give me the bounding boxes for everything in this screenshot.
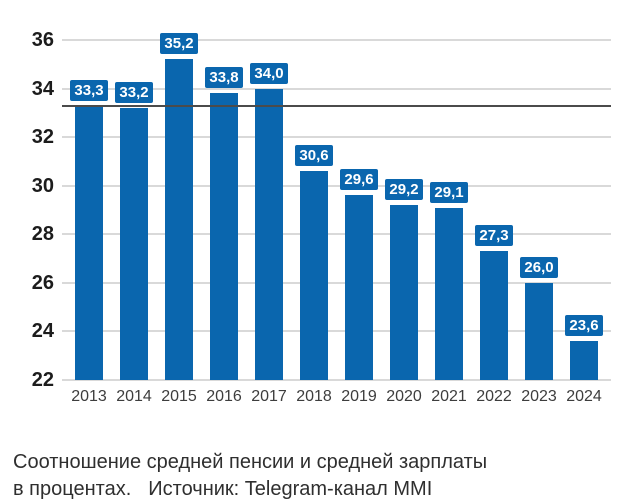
bar-2022: [480, 251, 508, 380]
gridline-24: [62, 330, 611, 333]
bar-value-label-2023: 26,0: [520, 256, 558, 278]
x-tick-label-2022: 2022: [476, 388, 512, 405]
bar-2018: [300, 171, 328, 380]
caption-line2: в процентах. Источник: Telegram-канал MMI: [13, 476, 487, 503]
bar-value-label-2021: 29,1: [430, 181, 468, 203]
bar-2013: [75, 105, 103, 380]
gridline-36: [62, 39, 611, 41]
bar-value-label-2024: 23,6: [565, 315, 603, 337]
y-tick-label-36: 36: [31, 29, 54, 51]
bar-2015: [165, 59, 193, 380]
bar-value-label-2014: 33,2: [115, 82, 153, 103]
bar-2016: [210, 93, 238, 380]
y-tick-label-26: 26: [31, 271, 54, 294]
reference-line: [62, 104, 611, 107]
x-tick-label-2018: 2018: [296, 388, 332, 405]
bar-value-label-2013: 33,3: [70, 79, 108, 101]
x-tick-label-2021: 2021: [431, 388, 467, 405]
caption: Соотношение средней пенсии и средней зар…: [13, 449, 487, 503]
plot-area: 36 34 32 30 28 26 24 22 33,3 2013 33,2 2014 35,2 2015…: [32, 29, 611, 405]
gridline-34: [62, 87, 611, 90]
bar-value-label-2016: 33,8: [205, 67, 243, 89]
x-tick-label-2015: 2015: [161, 388, 197, 405]
x-tick-label-2016: 2016: [206, 388, 242, 405]
x-tick-label-2013: 2013: [71, 388, 107, 405]
bar-value-label-2015: 35,2: [160, 33, 198, 55]
caption-line1: Соотношение средней пенсии и средней зар…: [13, 451, 488, 473]
gridline-32: [62, 136, 611, 139]
x-tick-label-2014: 2014: [116, 388, 152, 405]
bar-2019: [345, 195, 373, 380]
bar-2014: [120, 108, 148, 380]
y-tick-label-32: 32: [31, 126, 54, 149]
y-tick-label-30: 30: [31, 174, 54, 197]
bar-value-label-2017: 34,0: [250, 62, 288, 84]
x-tick-label-2024: 2024: [566, 388, 602, 405]
x-tick-label-2020: 2020: [386, 388, 422, 405]
bar-2017: [255, 88, 283, 380]
y-tick-label-24: 24: [31, 320, 54, 343]
x-tick-label-2019: 2019: [341, 388, 377, 405]
x-tick-label-2017: 2017: [251, 388, 287, 405]
bar-2020: [390, 205, 418, 380]
gridline-26: [62, 281, 611, 284]
gridline-30: [62, 184, 611, 187]
bar-value-label-2022: 27,3: [475, 225, 513, 247]
bar-2024: [570, 341, 598, 380]
y-tick-label-34: 34: [31, 77, 54, 100]
y-tick-label-22: 22: [31, 369, 54, 391]
caption-source: Источник: Telegram-канал MMI: [148, 478, 433, 500]
bar-value-label-2020: 29,2: [385, 179, 423, 201]
bar-value-label-2019: 29,6: [340, 169, 378, 191]
gridline-22: [62, 379, 611, 381]
x-tick-label-2023: 2023: [521, 388, 557, 405]
bar-2021: [435, 207, 463, 380]
caption-line2-left: в процентах.: [13, 478, 132, 500]
gridline-28: [62, 233, 611, 236]
bar-value-label-2018: 30,6: [295, 145, 333, 167]
y-tick-label-28: 28: [31, 223, 54, 246]
bar-2023: [525, 282, 553, 380]
